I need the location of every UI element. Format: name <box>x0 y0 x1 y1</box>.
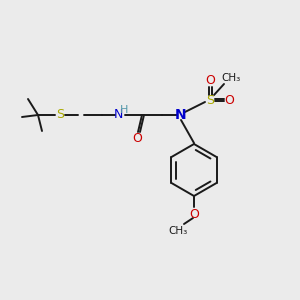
Text: S: S <box>206 94 214 106</box>
Text: O: O <box>189 208 199 220</box>
Text: CH₃: CH₃ <box>221 73 241 83</box>
Text: N: N <box>113 109 123 122</box>
Text: S: S <box>56 109 64 122</box>
Text: O: O <box>205 74 215 88</box>
Text: H: H <box>120 105 128 115</box>
Text: O: O <box>224 94 234 106</box>
Text: CH₃: CH₃ <box>168 226 188 236</box>
Text: O: O <box>132 133 142 146</box>
Text: N: N <box>175 108 187 122</box>
